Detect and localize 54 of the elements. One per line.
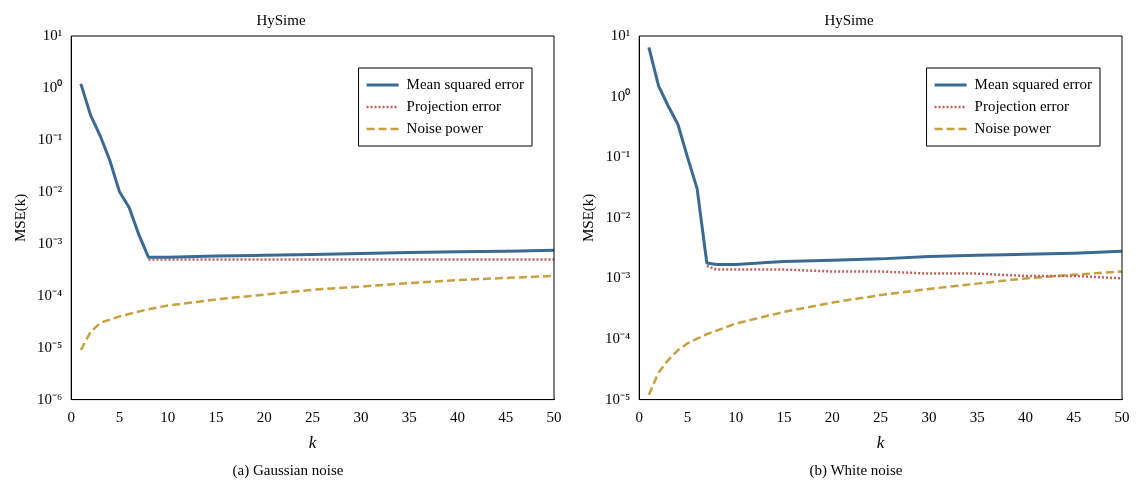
x-tick-label: 50 [1114,408,1130,425]
x-tick-label: 20 [256,408,272,425]
legend-label: Mean squared error [974,75,1093,92]
x-tick-label: 10 [160,408,176,425]
y-tick-label: 10⁻⁶ [37,390,63,407]
chart-title: HySime [824,11,874,28]
y-tick-label: 10⁻⁴ [37,286,63,303]
y-tick-label: 10⁻⁵ [37,338,63,355]
x-tick-label: 10 [728,408,744,425]
legend-label: Projection error [406,97,502,114]
y-tick-label: 10⁰ [42,78,63,95]
x-tick-label: 45 [1066,408,1082,425]
y-tick-label: 10⁻³ [37,234,63,251]
y-tick-label: 10⁰ [610,87,631,104]
y-tick-label: 10⁻³ [605,269,631,286]
x-axis-title: k [308,433,317,453]
y-tick-label: 10⁻² [605,208,631,225]
text: (b) White noise [808,462,904,479]
line-series [647,270,1122,397]
legend-label: Mean squared error [406,75,525,92]
x-tick-label: 20 [824,408,840,425]
y-tick-label: 10⁻¹ [605,148,631,165]
x-tick-label: 15 [208,408,224,425]
legend-label: Noise power [406,119,483,136]
x-tick-label: 50 [546,408,562,425]
x-tick-label: 35 [969,408,985,425]
legend-label: Projection error [974,97,1070,114]
y-tick-label: 10⁻⁴ [605,329,631,346]
y-tick-label: 10⁻⁵ [605,390,631,407]
y-tick-label: 10¹ [42,26,63,43]
x-tick-label: 0 [635,408,643,425]
x-tick-label: 25 [873,408,889,425]
x-tick-label: 0 [67,408,75,425]
y-tick-label: 10⁻² [37,182,63,199]
x-axis-title: k [876,433,885,453]
y-axis-title: MSE(k) [11,193,29,242]
x-tick-label: 5 [683,408,692,425]
x-tick-label: 30 [353,408,369,425]
text: (a) Gaussian noise [231,462,345,479]
line-series [79,274,554,352]
chart-title: HySime [256,11,306,28]
x-tick-label: 5 [115,408,124,425]
x-tick-label: 45 [498,408,514,425]
x-tick-label: 15 [776,408,792,425]
y-tick-label: 10¹ [610,26,631,43]
x-tick-label: 40 [449,408,465,425]
line-series [705,264,1122,280]
x-tick-label: 30 [921,408,937,425]
x-tick-label: 25 [305,408,321,425]
x-tick-label: 35 [401,408,417,425]
y-tick-label: 10⁻¹ [37,130,63,147]
x-tick-label: 40 [1017,408,1033,425]
y-axis-title: MSE(k) [579,193,597,242]
legend-label: Noise power [974,119,1051,136]
